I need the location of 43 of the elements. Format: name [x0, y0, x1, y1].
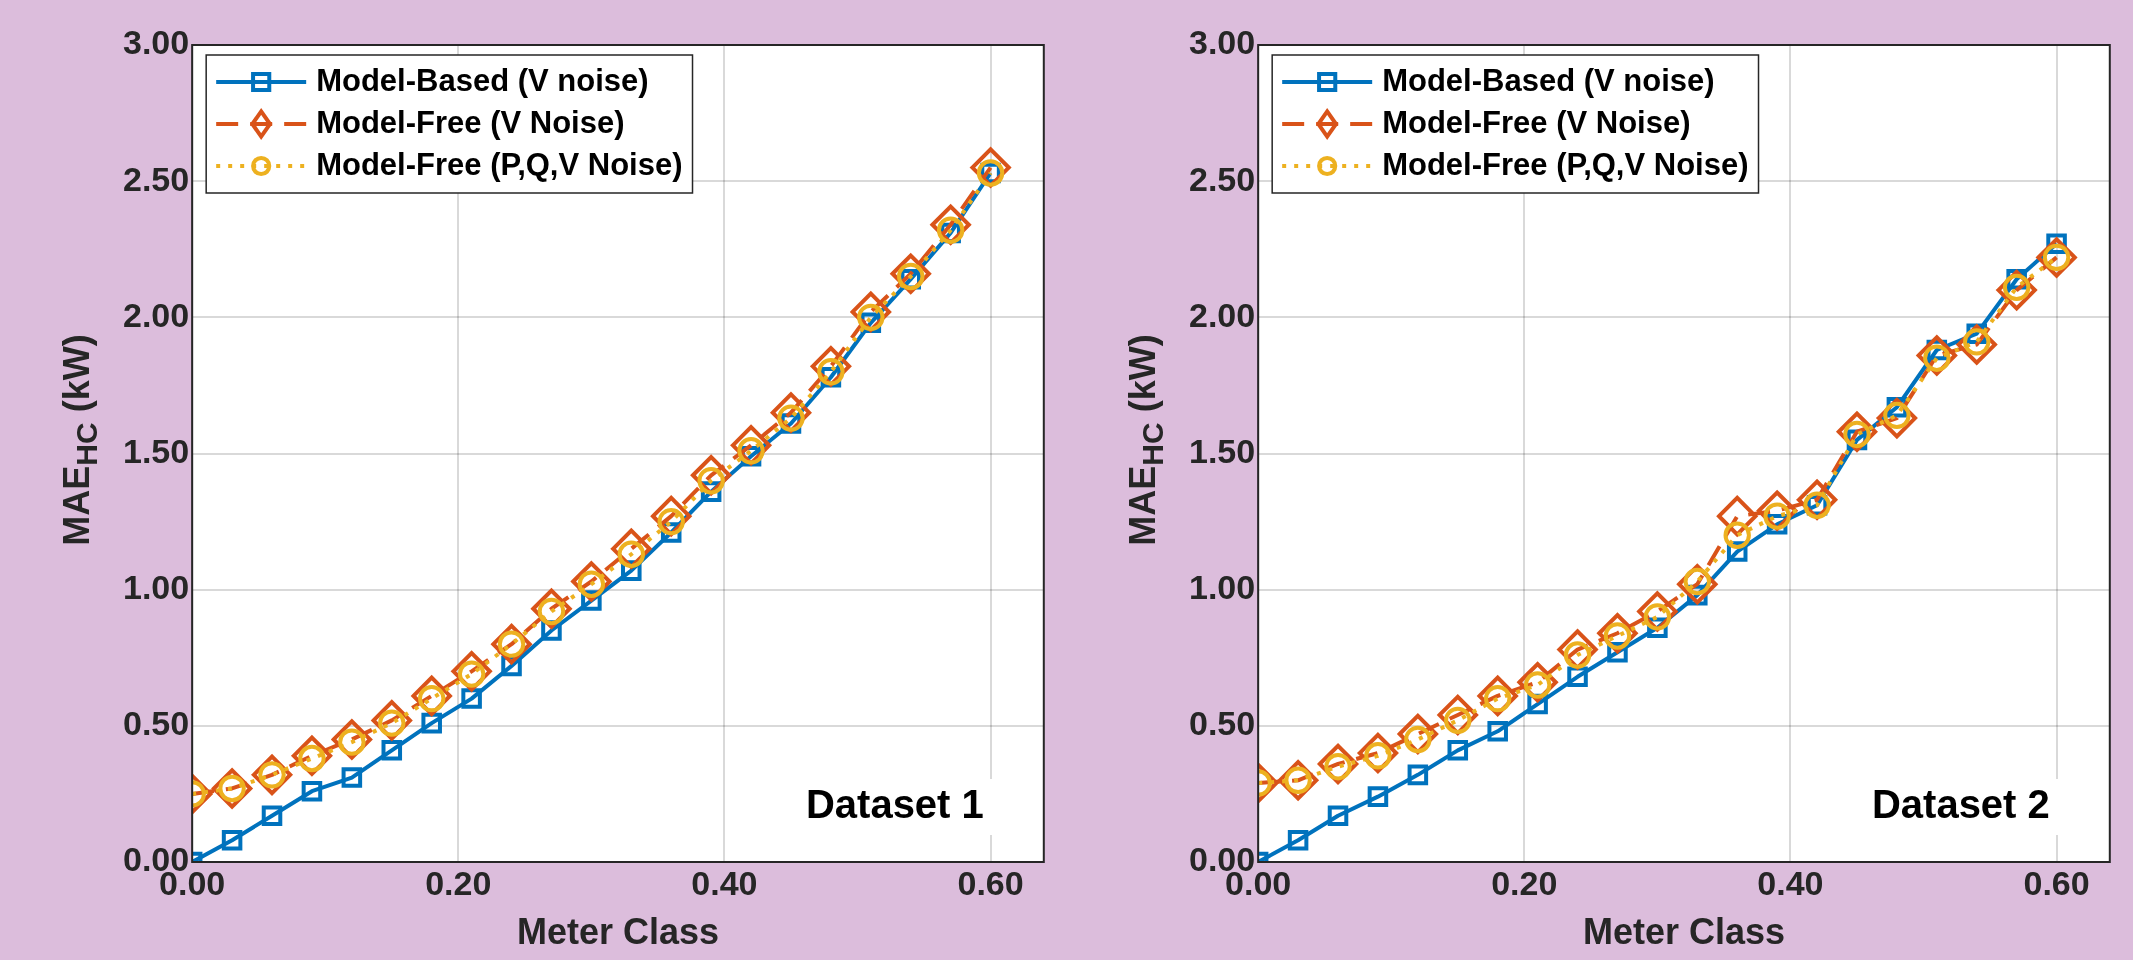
legend-label: Model-Free (V Noise) [316, 104, 625, 140]
point [421, 712, 442, 734]
point [1567, 666, 1588, 688]
x-tick-label: 0.40 [691, 863, 758, 902]
point [1367, 786, 1389, 807]
point [381, 740, 403, 761]
y-tick-label: 3.00 [1188, 23, 1256, 62]
legend-label: Model-Based (V noise) [1382, 62, 1715, 98]
y-tick-label: 0.50 [122, 704, 190, 743]
x-tick-label: 0.20 [1491, 863, 1558, 902]
point [1487, 721, 1508, 742]
y-tick-label: 1.00 [122, 568, 190, 607]
y-tick-label: 2.50 [122, 159, 190, 198]
y-tick-label: 3.00 [122, 23, 190, 62]
y-tick-label: 0.50 [1188, 704, 1256, 743]
point [1407, 764, 1429, 786]
x-tick-label: 0.60 [2023, 863, 2090, 902]
y-tick-label: 1.50 [122, 431, 190, 470]
x-axis-title: Meter Class [1582, 911, 1786, 953]
point [1327, 805, 1349, 826]
x-axis-title: Meter Class [516, 911, 720, 953]
x-tick-label: 0.40 [1757, 863, 1824, 902]
annotation: Dataset 1 [805, 782, 984, 827]
point [1723, 521, 1751, 549]
point [261, 805, 283, 826]
point [301, 780, 323, 802]
y-tick-label: 2.50 [1188, 159, 1256, 198]
point [1287, 829, 1309, 851]
legend-label: Model-Based (V noise) [316, 62, 649, 98]
legend-label: Model-Free (V Noise) [1382, 104, 1691, 140]
y-tick-label: 2.00 [122, 295, 190, 334]
y-tick-label: 1.50 [1188, 431, 1256, 470]
point [1447, 740, 1469, 761]
point [221, 829, 243, 851]
legend-label: Model-Free (P,Q,V Noise) [316, 146, 683, 182]
x-tick-label: 0.20 [425, 863, 492, 902]
x-tick-label: 0.60 [957, 863, 1024, 902]
annotation: Dataset 2 [1871, 782, 2050, 827]
point [341, 767, 363, 788]
point [461, 688, 482, 709]
y-tick-label: 1.00 [1188, 568, 1256, 607]
legend-label: Model-Free (P,Q,V Noise) [1382, 146, 1749, 182]
y-tick-label: 2.00 [1188, 295, 1256, 334]
